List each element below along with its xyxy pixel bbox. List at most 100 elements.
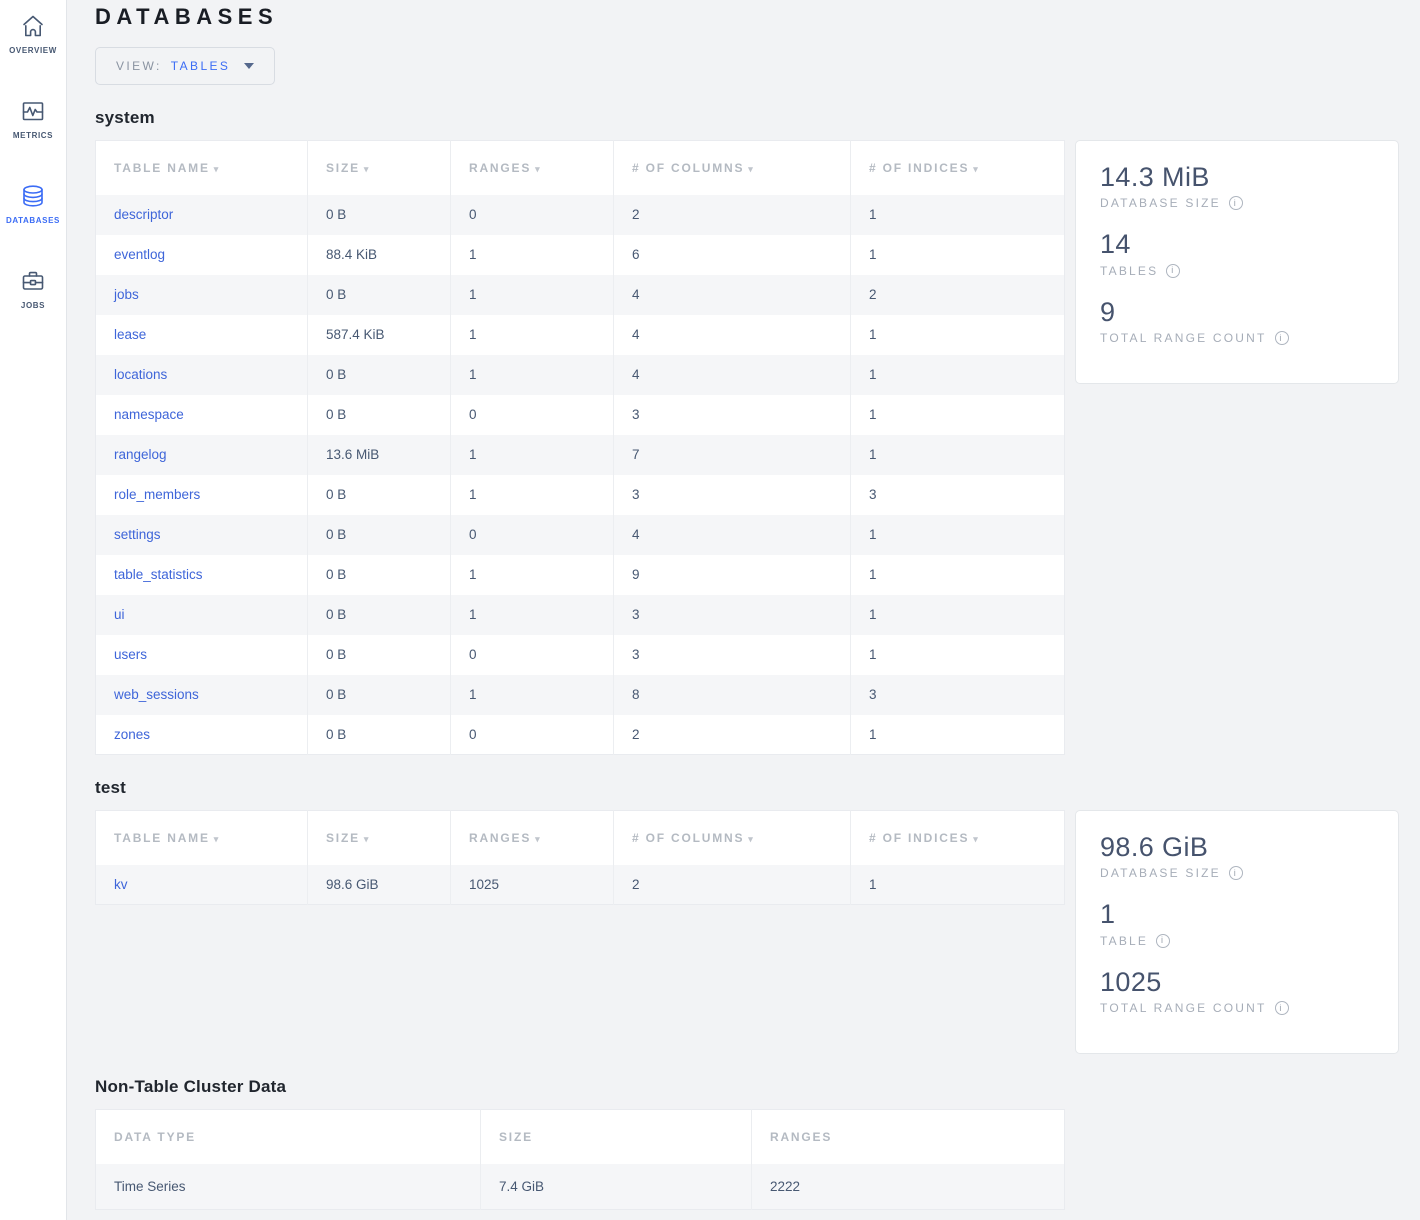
table-cell: 0 — [450, 394, 614, 435]
stat-label-row: DATABASE SIZE i — [1100, 866, 1374, 881]
table-cell: 1025 — [450, 864, 614, 905]
table-cell: 9 — [613, 554, 851, 595]
column-header-ranges: RANGES — [751, 1109, 1065, 1164]
table-name-link[interactable]: web_sessions — [114, 687, 199, 702]
info-icon[interactable]: i — [1166, 263, 1181, 278]
info-icon[interactable]: i — [1228, 196, 1243, 211]
sidebar-item-label: JOBS — [20, 301, 46, 310]
table-name-link[interactable]: role_members — [114, 487, 201, 502]
sort-caret-icon: ▾ — [363, 833, 371, 844]
stat-label: TOTAL RANGE COUNT — [1100, 331, 1267, 346]
column-header-size[interactable]: SIZE ▾ — [307, 140, 451, 195]
table-cell: 1 — [869, 726, 877, 742]
table-cell: role_members — [95, 474, 308, 515]
table-cell: 1 — [869, 876, 877, 892]
table-cell: 4 — [613, 354, 851, 395]
table-cell: 0 B — [307, 274, 451, 315]
table-name-link[interactable]: namespace — [114, 407, 184, 422]
table-name-link[interactable]: users — [114, 647, 148, 662]
database-name: system — [95, 108, 155, 127]
chevron-down-icon — [244, 63, 255, 69]
table-cell: 0 B — [307, 394, 451, 435]
info-icon[interactable]: i — [1156, 933, 1171, 948]
table-name-link[interactable]: locations — [114, 367, 168, 382]
table-cell: 8 — [613, 674, 851, 715]
table-cell: 2 — [613, 864, 851, 905]
table-cell: 2 — [613, 714, 851, 755]
tables-table: TABLE NAME ▾ SIZE ▾ RANGES ▾ # OF COLUMNS ▾ … — [95, 810, 1065, 905]
table-name-link[interactable]: zones — [114, 726, 151, 742]
summary-stat: 14 TABLES i — [1100, 228, 1374, 278]
stat-label: TABLES — [1100, 263, 1159, 278]
column-header-table-name[interactable]: TABLE NAME ▾ — [95, 140, 308, 195]
table-row: kv 98.6 GiB 1025 2 1 — [95, 864, 1065, 905]
sidebar-item-label: OVERVIEW — [9, 46, 57, 55]
table-cell: 1 — [450, 434, 614, 475]
table-name-link[interactable]: lease — [114, 327, 147, 342]
table-cell: 1 — [869, 207, 877, 222]
table-cell: 0 B — [307, 674, 451, 715]
column-header-columns[interactable]: # OF COLUMNS ▾ — [613, 140, 851, 195]
table-row: Time Series 7.4 GiB 2222 — [95, 1163, 1065, 1210]
table-cell: 3 — [613, 634, 851, 675]
metrics-icon — [19, 97, 47, 125]
sort-caret-icon: ▾ — [213, 833, 221, 844]
table-cell: 0 — [450, 514, 614, 555]
table-cell: 2 — [869, 287, 877, 302]
column-header-indices[interactable]: # OF INDICES ▾ — [850, 140, 1065, 195]
table-cell: 1 — [869, 607, 877, 622]
stat-value: 1025 — [1100, 966, 1162, 997]
table-name-link[interactable]: table_statistics — [114, 567, 203, 582]
table-name-link[interactable]: kv — [114, 876, 128, 892]
info-icon[interactable]: i — [1274, 1001, 1289, 1016]
sidebar-item-jobs[interactable]: JOBS — [19, 267, 47, 310]
table-cell: web_sessions — [95, 674, 308, 715]
table-cell: 0 B — [307, 194, 451, 235]
table-name-link[interactable]: eventlog — [114, 247, 166, 262]
stat-value: 14 — [1100, 229, 1131, 260]
database-name: test — [95, 778, 127, 797]
view-dropdown[interactable]: VIEW: TABLES — [95, 47, 276, 85]
sidebar-item-overview[interactable]: OVERVIEW — [9, 12, 57, 55]
table-name-link[interactable]: jobs — [114, 287, 139, 302]
table-name-link[interactable]: settings — [114, 527, 161, 542]
table-cell: table_statistics — [95, 554, 308, 595]
summary-stat: 1025 TOTAL RANGE COUNT i — [1100, 966, 1374, 1016]
database-section-test: test TABLE NAME ▾ SIZE ▾ RANGES ▾ # OF COLU… — [95, 778, 1420, 1055]
column-header-ranges[interactable]: RANGES ▾ — [450, 810, 614, 865]
table-cell: 1 — [869, 407, 877, 422]
table-cell: 7 — [613, 434, 851, 475]
table-header-row: DATA TYPE SIZE RANGES — [95, 1109, 1065, 1164]
table-cell: 0 B — [307, 714, 451, 755]
stat-label: TOTAL RANGE COUNT — [1100, 1001, 1267, 1016]
table-cell: 3 — [869, 487, 877, 502]
database-summary-card: 98.6 GiB DATABASE SIZE i 1 TABLE i 1025 TOTAL R… — [1075, 810, 1399, 1055]
table-cell: 2 — [613, 194, 851, 235]
table-cell: 0 — [450, 714, 614, 755]
stat-label: TABLE — [1100, 933, 1149, 948]
table-cell: rangelog — [95, 434, 308, 475]
column-header-columns[interactable]: # OF COLUMNS ▾ — [613, 810, 851, 865]
info-icon[interactable]: i — [1228, 866, 1243, 881]
summary-stat: 14.3 MiB DATABASE SIZE i — [1100, 161, 1374, 211]
table-cell: 0 B — [307, 354, 451, 395]
sidebar-item-databases[interactable]: DATABASES — [6, 182, 60, 225]
table-name-link[interactable]: descriptor — [114, 207, 174, 222]
table-row: rangelog 13.6 MiB 1 7 1 — [95, 434, 1065, 475]
info-icon[interactable]: i — [1274, 331, 1289, 346]
table-cell: 1 — [450, 234, 614, 275]
column-header-size[interactable]: SIZE ▾ — [307, 810, 451, 865]
column-header-table-name[interactable]: TABLE NAME ▾ — [95, 810, 308, 865]
stat-label-row: TABLE i — [1100, 933, 1374, 948]
stat-label: DATABASE SIZE — [1100, 866, 1221, 881]
table-name-link[interactable]: rangelog — [114, 447, 167, 462]
column-header-ranges[interactable]: RANGES ▾ — [450, 140, 614, 195]
summary-stat: 1 TABLE i — [1100, 898, 1374, 948]
sidebar-item-metrics[interactable]: METRICS — [13, 97, 53, 140]
database-summary-card: 14.3 MiB DATABASE SIZE i 14 TABLES i 9 TOTAL RA… — [1075, 140, 1399, 385]
table-cell: 0 B — [307, 474, 451, 515]
column-header-indices[interactable]: # OF INDICES ▾ — [850, 810, 1065, 865]
non-table-data-table: DATA TYPE SIZE RANGES Time Series 7.4 Gi… — [95, 1109, 1065, 1211]
view-dropdown-label: VIEW: — [116, 59, 162, 73]
table-name-link[interactable]: ui — [114, 607, 125, 622]
